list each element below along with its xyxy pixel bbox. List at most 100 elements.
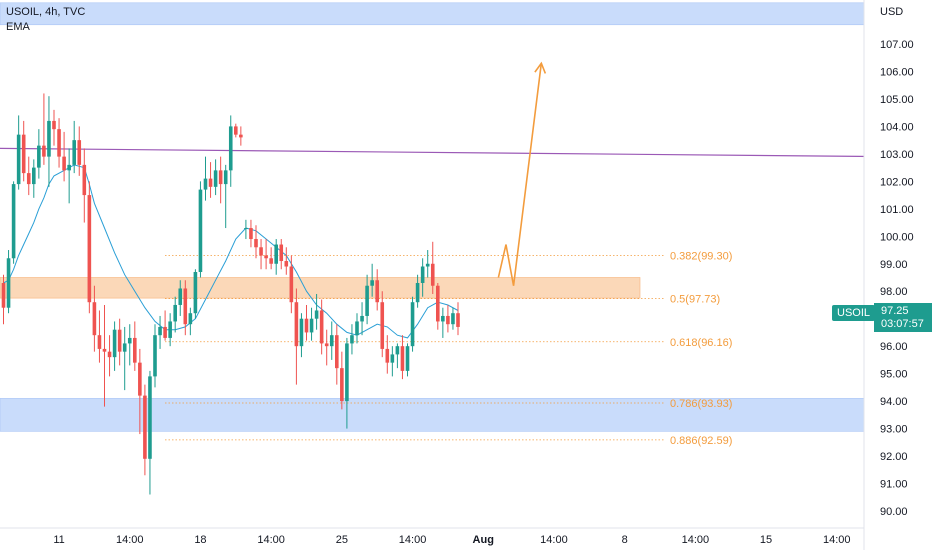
candle-body: [143, 395, 147, 459]
candle-body: [158, 326, 162, 336]
candle-body: [42, 145, 46, 157]
ema-line: [3, 164, 459, 339]
x-tick-label: 15: [760, 534, 772, 546]
candle-body: [117, 329, 122, 352]
y-tick-label: 93.00: [880, 424, 908, 436]
x-tick-label: 14:00: [257, 534, 285, 546]
candles: [1, 93, 460, 495]
current-price: 97.25: [881, 305, 909, 317]
y-tick-label: 90.00: [880, 506, 908, 518]
candle-body: [289, 266, 294, 303]
candle-body: [299, 318, 304, 347]
candle-body: [284, 261, 289, 267]
fib-label: 0.618(96.16): [670, 337, 732, 349]
candle-body: [304, 318, 309, 333]
candle-body: [405, 346, 410, 371]
x-tick-label: 18: [194, 534, 206, 546]
candle-body: [213, 170, 218, 187]
candle-body: [314, 310, 319, 319]
candle-body: [138, 362, 142, 396]
candle-body: [259, 247, 263, 256]
candle-body: [112, 329, 117, 358]
candle-body: [269, 258, 273, 264]
fib-label: 0.886(92.59): [670, 435, 732, 447]
candle-body: [436, 285, 440, 322]
candle-body: [340, 368, 344, 402]
candle-body: [153, 335, 157, 377]
x-tick-label: 25: [336, 534, 348, 546]
candle-body: [37, 145, 41, 168]
zones-layer: [0, 2, 865, 432]
candle-body: [446, 315, 450, 325]
candle-body: [183, 288, 188, 325]
candle-body: [57, 129, 61, 157]
candle-body: [168, 321, 172, 338]
candle-body: [92, 302, 97, 336]
y-tick-label: 105.00: [880, 94, 914, 106]
y-axis-ticks: 107.00 106.00 105.00 104.00 103.00 102.00 101.…: [880, 39, 914, 518]
x-tick-label: Aug: [473, 534, 494, 546]
candle-body: [395, 346, 400, 355]
candle-body: [26, 173, 31, 185]
candle-body: [279, 244, 284, 262]
candle-body: [47, 120, 51, 157]
candle-body: [82, 164, 87, 196]
arrow-head: [534, 61, 547, 74]
candle-body: [234, 126, 238, 135]
candle-body: [264, 255, 268, 259]
candle-body: [62, 156, 66, 171]
candle-body: [335, 335, 339, 369]
candle-body: [133, 337, 137, 363]
fib-label: 0.786(93.93): [670, 398, 732, 410]
candle-body: [6, 258, 11, 308]
candle-body: [350, 335, 354, 344]
candle-body: [319, 310, 324, 344]
fib-levels: 0.382(99.30) 0.5(97.73) 0.618(96.16) 0.786(…: [165, 251, 732, 447]
candle-body: [163, 326, 167, 338]
candle-body: [441, 315, 445, 322]
candle-body: [223, 170, 228, 185]
indicator-label[interactable]: EMA: [6, 21, 30, 33]
candle-body: [375, 280, 379, 303]
y-tick-label: 103.00: [880, 149, 914, 161]
candle-body: [208, 178, 213, 187]
y-tick-label: 92.00: [880, 451, 908, 463]
price-axis[interactable]: [864, 0, 932, 550]
y-tick-label: 91.00: [880, 479, 908, 491]
candle-body: [193, 272, 198, 314]
candle-body: [32, 167, 36, 185]
candle-body: [410, 302, 415, 347]
candle-body: [324, 343, 329, 347]
current-price-tag: 97.25 03:07:57: [874, 303, 932, 332]
candle-body: [456, 313, 460, 327]
candle-body: [198, 189, 203, 273]
candle-body: [420, 266, 425, 283]
candle-body: [87, 195, 92, 303]
y-tick-label: 94.00: [880, 396, 908, 408]
candle-body: [355, 321, 359, 336]
y-tick-label: 99.00: [880, 259, 908, 271]
candle-body: [345, 343, 349, 402]
candle-body: [380, 302, 385, 349]
y-tick-label: 106.00: [880, 66, 914, 78]
fib-label: 0.382(99.30): [670, 251, 732, 263]
trendline: [0, 147, 888, 158]
candle-body: [309, 318, 314, 333]
candle-body: [122, 343, 127, 352]
candle-body: [329, 335, 334, 347]
candle-body: [425, 263, 430, 267]
candle-body: [390, 354, 395, 363]
candle-body: [178, 288, 183, 305]
candle-body: [72, 140, 76, 165]
chart-title: USOIL, 4h, TVC: [6, 6, 86, 18]
resistance-zone: [0, 2, 865, 26]
candle-body: [203, 178, 208, 190]
candle-body: [107, 351, 112, 358]
candle-body: [400, 346, 405, 371]
candle-body: [385, 348, 390, 363]
y-tick-label: 107.00: [880, 39, 914, 51]
projection-arrow: [497, 61, 547, 286]
x-tick-label: 14:00: [682, 534, 710, 546]
x-tick-label: 11: [53, 534, 64, 546]
